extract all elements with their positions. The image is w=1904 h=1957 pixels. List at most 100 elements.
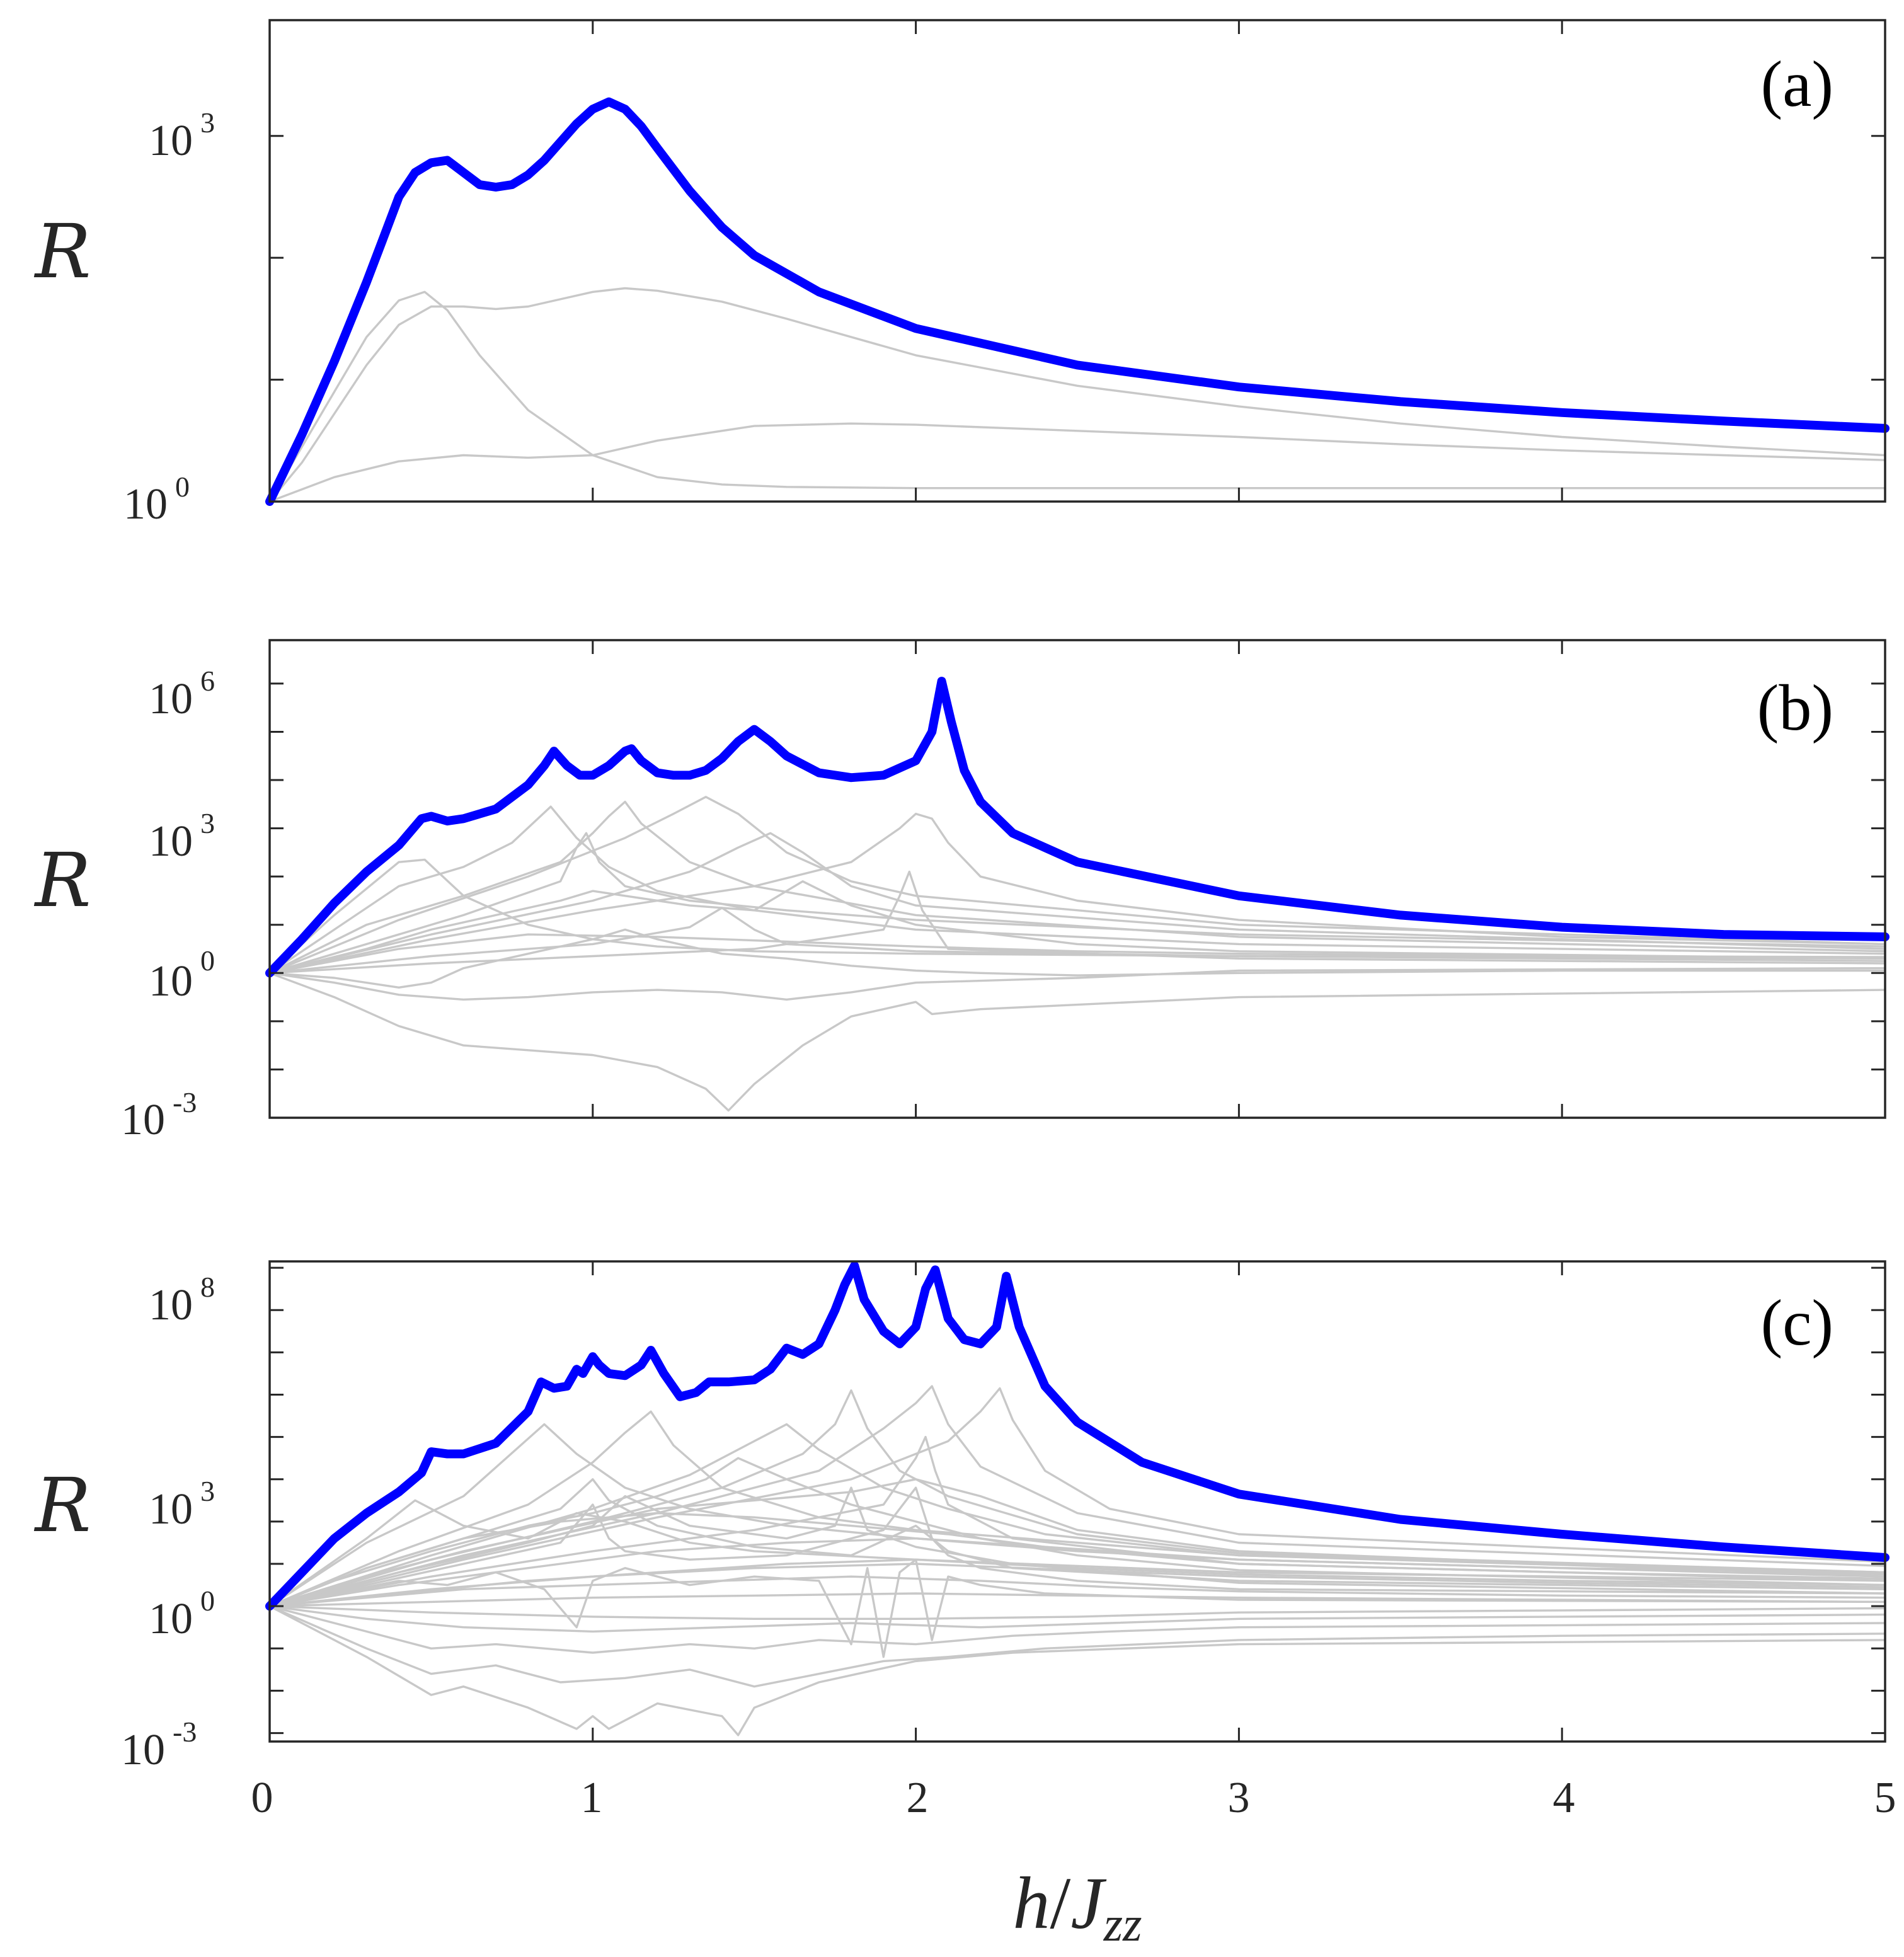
panel-c-bg-curve-14	[269, 1575, 1886, 1607]
x-label-slash: /	[1050, 1862, 1071, 1944]
panel-b-ytick-2-exp: 3	[200, 807, 215, 839]
panel-c-bg-curve-19	[269, 1605, 1886, 1736]
panel-b-main-curve	[265, 677, 1890, 978]
panel-c-bg-curve-24	[269, 1512, 1886, 1607]
panel-a-bg-curve-1	[268, 287, 1886, 503]
panel-c-ytick-label-1: 10 0	[149, 1585, 215, 1643]
panel-b-axes-frame	[268, 639, 1886, 1119]
panel-c-bg-curve-17	[269, 1605, 1886, 1654]
x-tick-label-5: 5	[1874, 1774, 1896, 1822]
panel-c-background-curves	[269, 1385, 1886, 1736]
panel-b-ytick-0-base: 10	[121, 1096, 165, 1144]
panel-c-bg-curve-5	[269, 1385, 1886, 1607]
panel-c-bg-curve-3	[269, 1423, 1886, 1607]
panel-c-bg-curve-22	[269, 1563, 1886, 1607]
x-tick-label-3: 3	[1228, 1774, 1250, 1822]
x-label-j: J	[1070, 1862, 1106, 1944]
panel-c-bg-curve-23	[269, 1605, 1886, 1620]
panel-b-ytick-1-exp: 0	[200, 944, 215, 977]
panel-c-ytick-1-exp: 0	[200, 1585, 215, 1617]
panel-c-ytick-1-base: 10	[149, 1595, 193, 1643]
panel-b-bg-curve-5	[269, 832, 1886, 974]
panel-c-bg-curve-20	[269, 1558, 1886, 1658]
panel-c-bg-curve-11	[269, 1435, 1886, 1607]
panel-a-ytick-1-base: 10	[149, 117, 193, 165]
x-tick-labels: 0 1 2 3 4 5	[251, 1774, 1896, 1822]
panel-a-ytick-1-exp: 3	[200, 106, 215, 139]
x-label-subscript: zz	[1103, 1897, 1142, 1951]
panel-c-ytick-label-2: 10 3	[149, 1475, 215, 1534]
panel-b-bg-curve-10	[269, 967, 1886, 1001]
panel-b-bg-curve-6	[269, 812, 1886, 974]
panel-a-label: (a)	[1761, 48, 1833, 120]
panel-a-ytick-label-1: 10 3	[149, 106, 215, 165]
panel-c-ticks	[268, 1261, 1886, 1742]
panel-a-bg-curve-2	[269, 422, 1886, 503]
panel-b-ticks	[268, 640, 1886, 1119]
panel-c-bg-curve-4	[269, 1389, 1886, 1607]
x-tick-label-4: 4	[1553, 1774, 1575, 1822]
panel-b-background-curves	[268, 796, 1886, 1112]
panel-c-ytick-0-base: 10	[121, 1726, 165, 1774]
panel-a-bg-curve-0	[268, 290, 1885, 502]
x-label-h: h	[1013, 1862, 1050, 1944]
panel-c-bg-curve-2	[269, 1410, 1886, 1607]
panel-b-ytick-label-2: 10 3	[149, 807, 215, 866]
panel-a-ylabel: R	[34, 208, 91, 295]
panel-b-bg-curve-1	[269, 805, 1886, 974]
panel-c-main-curve-group	[265, 1261, 1890, 1611]
panel-a-background-curves	[268, 287, 1886, 503]
panel-a-ytick-label-0: 10 0	[123, 471, 190, 529]
panel-b-main-curve-group	[265, 677, 1890, 978]
panel-c-main-curve	[265, 1261, 1890, 1611]
panel-c-ytick-label-3: 10 8	[149, 1271, 215, 1329]
panel-b-ytick-label-0: 10 -3	[121, 1086, 197, 1144]
panel-c-ytick-2-exp: 3	[200, 1475, 215, 1507]
panel-b-ytick-label-1: 10 0	[149, 944, 215, 1006]
panel-b-bg-curve-12	[269, 928, 1885, 989]
panel-b-bg-curve-4	[269, 832, 1886, 974]
panel-b-ytick-2-base: 10	[149, 817, 193, 866]
panel-c-bg-curve-21	[269, 1486, 1886, 1607]
panel-c-ytick-2-base: 10	[149, 1485, 193, 1534]
panel-c-bg-curve-9	[269, 1478, 1886, 1607]
panel-c-axes-frame	[268, 1260, 1886, 1743]
panel-b-ytick-3-exp: 6	[200, 665, 215, 697]
panel-b-ytick-1-base: 10	[149, 957, 193, 1006]
panel-c-bg-curve-10	[269, 1486, 1886, 1607]
panel-b-bg-curve-3	[269, 796, 1886, 974]
panel-a-main-curve-group	[265, 97, 1890, 506]
panel-c-bg-curve-16	[269, 1605, 1886, 1633]
panel-c-ylabel: R	[34, 1462, 91, 1549]
panel-c-bg-curve-18	[269, 1605, 1886, 1688]
panel-c-bg-curve-12	[269, 1537, 1886, 1607]
panel-a-axes-frame	[268, 19, 1886, 503]
panel-b-bg-curve-0	[268, 858, 1886, 974]
panel-b: (b) R 10 -3 10 0 10 3 10 6	[34, 639, 1890, 1144]
panel-c-bg-curve-8	[269, 1457, 1886, 1607]
panel-c-ytick-3-base: 10	[149, 1281, 193, 1329]
panel-b-ylabel: R	[34, 837, 91, 924]
panel-b-ytick-0-exp: -3	[173, 1086, 197, 1118]
panel-c-bg-curve-6	[269, 1387, 1886, 1607]
x-tick-label-1: 1	[581, 1774, 603, 1822]
panel-b-bg-curve-2	[269, 800, 1886, 974]
panel-c-ytick-3-exp: 8	[200, 1271, 215, 1303]
panel-a-ticks	[268, 20, 1886, 503]
panel-c: (c) R 10 -3 10 0 10 3 10 8	[34, 1260, 1890, 1774]
panel-b-bg-curve-9	[269, 870, 1886, 974]
x-tick-label-0: 0	[251, 1774, 273, 1822]
panel-c-bg-curve-15	[269, 1592, 1886, 1607]
panel-b-ytick-label-3: 10 6	[149, 665, 215, 723]
panel-a-ytick-0-base: 10	[123, 480, 168, 529]
panel-b-label: (b)	[1757, 672, 1833, 744]
panel-b-bg-curve-13	[269, 933, 1886, 974]
panel-a: (a) R 10 0 10 3	[34, 19, 1890, 529]
panel-b-bg-curve-11	[269, 972, 1886, 1112]
panel-c-label: (c)	[1761, 1287, 1833, 1359]
panel-a-ytick-0-exp: 0	[175, 471, 190, 503]
panel-c-ytick-0-exp: -3	[173, 1716, 197, 1748]
panel-b-ytick-3-base: 10	[149, 675, 193, 723]
panel-b-bg-curve-7	[269, 880, 1886, 974]
